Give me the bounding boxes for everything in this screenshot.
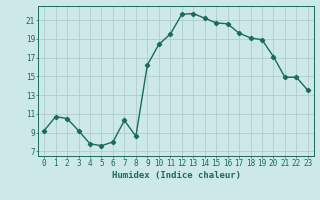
X-axis label: Humidex (Indice chaleur): Humidex (Indice chaleur) xyxy=(111,171,241,180)
